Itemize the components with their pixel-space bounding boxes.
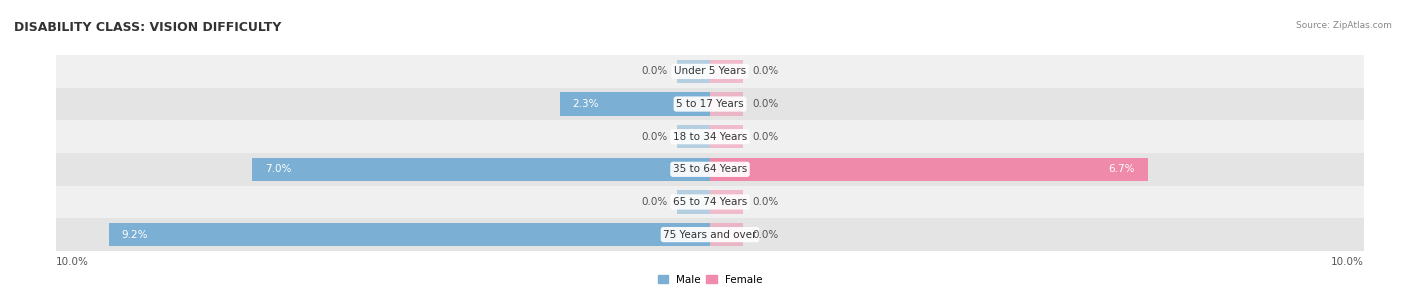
Text: 9.2%: 9.2%: [121, 230, 148, 240]
Bar: [56, 218, 1364, 251]
Text: 0.0%: 0.0%: [641, 132, 668, 142]
Bar: [56, 186, 1364, 218]
Bar: [678, 125, 710, 148]
Bar: [56, 88, 1364, 120]
Text: 0.0%: 0.0%: [752, 99, 779, 109]
Text: 18 to 34 Years: 18 to 34 Years: [673, 132, 747, 142]
Text: 10.0%: 10.0%: [1331, 257, 1364, 267]
Bar: [710, 158, 1149, 181]
Text: 75 Years and over: 75 Years and over: [664, 230, 756, 240]
Text: Under 5 Years: Under 5 Years: [673, 66, 747, 76]
Bar: [710, 223, 742, 246]
Text: 0.0%: 0.0%: [752, 197, 779, 207]
Text: 0.0%: 0.0%: [752, 230, 779, 240]
Bar: [56, 55, 1364, 88]
Bar: [108, 223, 710, 246]
Text: 0.0%: 0.0%: [641, 197, 668, 207]
Text: 0.0%: 0.0%: [752, 66, 779, 76]
Text: DISABILITY CLASS: VISION DIFFICULTY: DISABILITY CLASS: VISION DIFFICULTY: [14, 21, 281, 34]
Legend: Male, Female: Male, Female: [654, 271, 766, 289]
Text: 65 to 74 Years: 65 to 74 Years: [673, 197, 747, 207]
Text: 2.3%: 2.3%: [572, 99, 599, 109]
Bar: [56, 120, 1364, 153]
Text: 6.7%: 6.7%: [1108, 164, 1135, 174]
Text: 10.0%: 10.0%: [56, 257, 89, 267]
Bar: [710, 92, 742, 116]
Text: 5 to 17 Years: 5 to 17 Years: [676, 99, 744, 109]
Bar: [678, 190, 710, 214]
Text: 7.0%: 7.0%: [266, 164, 292, 174]
Text: 35 to 64 Years: 35 to 64 Years: [673, 164, 747, 174]
Bar: [678, 60, 710, 83]
Text: 0.0%: 0.0%: [641, 66, 668, 76]
Bar: [710, 190, 742, 214]
Bar: [252, 158, 710, 181]
Bar: [56, 153, 1364, 186]
Text: Source: ZipAtlas.com: Source: ZipAtlas.com: [1296, 21, 1392, 30]
Text: 0.0%: 0.0%: [752, 132, 779, 142]
Bar: [560, 92, 710, 116]
Bar: [710, 125, 742, 148]
Bar: [710, 60, 742, 83]
